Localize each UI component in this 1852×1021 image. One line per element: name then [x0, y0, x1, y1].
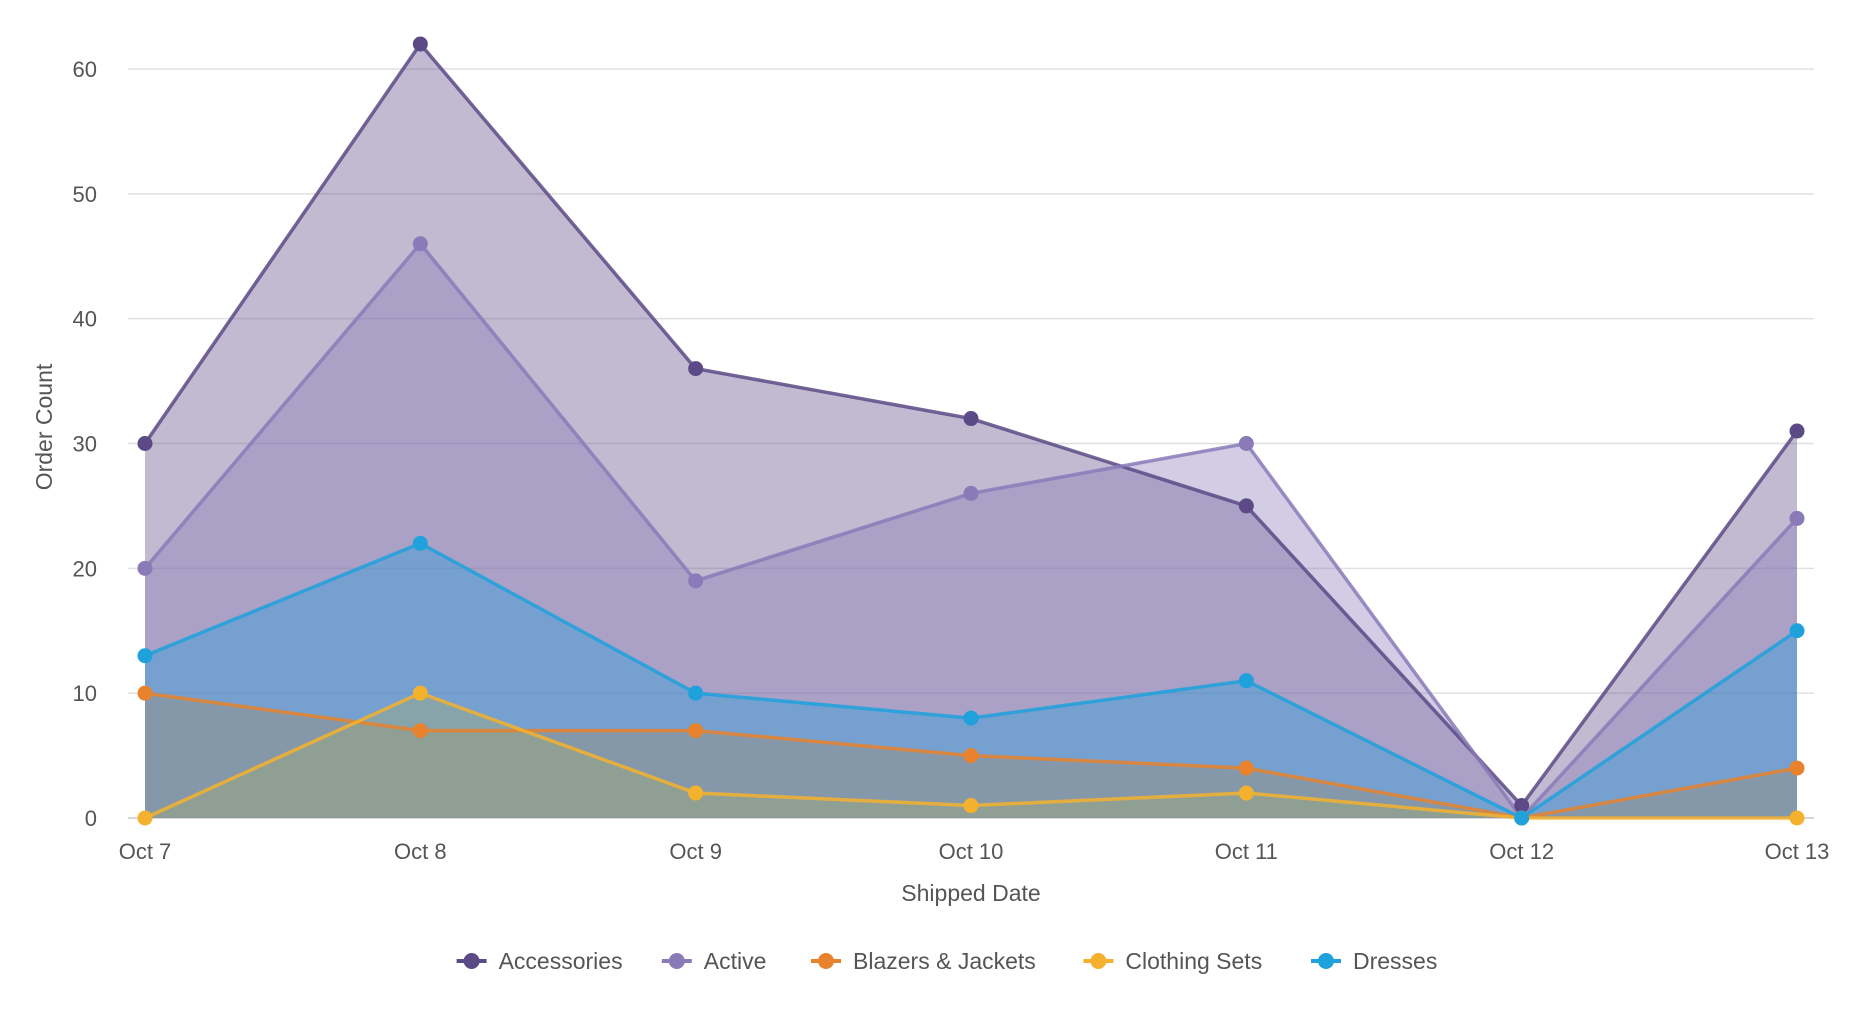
- legend-marker-icon: [463, 953, 480, 969]
- data-point[interactable]: [1789, 810, 1805, 826]
- data-point[interactable]: [963, 710, 979, 726]
- data-point[interactable]: [137, 648, 153, 664]
- area-active: [145, 243, 1797, 818]
- data-point[interactable]: [1514, 798, 1530, 814]
- y-tick-label: 30: [73, 432, 97, 457]
- data-point[interactable]: [688, 361, 704, 377]
- x-tick-label: Oct 7: [119, 839, 172, 864]
- data-point[interactable]: [688, 685, 704, 701]
- data-point[interactable]: [963, 748, 979, 764]
- legend-label: Dresses: [1353, 948, 1437, 974]
- y-axis-label: Order Count: [31, 363, 57, 490]
- data-point[interactable]: [1238, 785, 1254, 801]
- data-point[interactable]: [1514, 810, 1530, 826]
- legend: Accessories Active Blazers & Jackets Clothi…: [456, 948, 1437, 974]
- x-tick-label: Oct 12: [1489, 839, 1554, 864]
- legend-label: Clothing Sets: [1125, 948, 1262, 974]
- data-point[interactable]: [1238, 673, 1254, 689]
- legend-item[interactable]: Active: [661, 948, 767, 974]
- data-point[interactable]: [137, 560, 153, 576]
- data-point[interactable]: [963, 798, 979, 814]
- y-tick-label: 60: [73, 57, 97, 82]
- y-axis-ticks: 0 10 20 30 40 50 60: [73, 57, 97, 831]
- y-tick-label: 10: [73, 681, 97, 706]
- data-point[interactable]: [412, 535, 428, 551]
- data-point[interactable]: [963, 411, 979, 427]
- legend-marker-icon: [818, 953, 834, 969]
- legend-label: Active: [704, 948, 767, 974]
- legend-label: Accessories: [499, 948, 623, 974]
- x-tick-label: Oct 13: [1765, 839, 1830, 864]
- legend-item[interactable]: Accessories: [456, 948, 623, 974]
- legend-item[interactable]: Dresses: [1311, 948, 1437, 974]
- grid-lines: [128, 68, 1814, 819]
- x-axis-label: Shipped Date: [901, 880, 1040, 906]
- data-point[interactable]: [412, 36, 428, 52]
- data-point[interactable]: [137, 436, 153, 451]
- y-tick-label: 0: [85, 806, 97, 831]
- area-clothing-sets: [145, 693, 1797, 818]
- x-tick-label: Oct 11: [1215, 839, 1278, 864]
- data-point[interactable]: [1238, 760, 1254, 776]
- x-tick-label: Oct 8: [394, 839, 447, 864]
- data-point[interactable]: [412, 723, 428, 739]
- data-point[interactable]: [688, 573, 704, 589]
- y-tick-label: 50: [73, 182, 97, 207]
- data-point[interactable]: [1238, 436, 1254, 451]
- y-tick-label: 40: [73, 307, 97, 332]
- x-axis-ticks: Oct 7 Oct 8 Oct 9 Oct 10 Oct 11 Oct 12 Oct 13: [119, 839, 1830, 864]
- legend-label: Blazers & Jackets: [853, 948, 1036, 974]
- data-point[interactable]: [688, 723, 704, 739]
- legend-item[interactable]: Clothing Sets: [1083, 948, 1262, 974]
- data-point[interactable]: [1238, 498, 1254, 514]
- y-tick-label: 20: [73, 556, 97, 581]
- data-point[interactable]: [1789, 760, 1805, 776]
- legend-marker-icon: [1090, 953, 1107, 969]
- legend-marker-icon: [668, 953, 685, 969]
- data-point[interactable]: [412, 685, 428, 701]
- series-points[interactable]: [137, 36, 1805, 826]
- data-point[interactable]: [137, 810, 153, 826]
- legend-marker-icon: [1318, 953, 1334, 969]
- x-tick-label: Oct 9: [669, 839, 722, 864]
- data-point[interactable]: [1789, 510, 1805, 526]
- data-point[interactable]: [137, 685, 153, 701]
- legend-item[interactable]: Blazers & Jackets: [811, 948, 1036, 974]
- data-point[interactable]: [412, 236, 428, 252]
- x-tick-label: Oct 10: [939, 839, 1004, 864]
- data-point[interactable]: [963, 485, 979, 501]
- area-accessories: [145, 44, 1797, 819]
- series-areas: [145, 44, 1797, 819]
- data-point[interactable]: [688, 785, 704, 801]
- data-point[interactable]: [1789, 623, 1805, 639]
- data-point[interactable]: [1789, 423, 1805, 439]
